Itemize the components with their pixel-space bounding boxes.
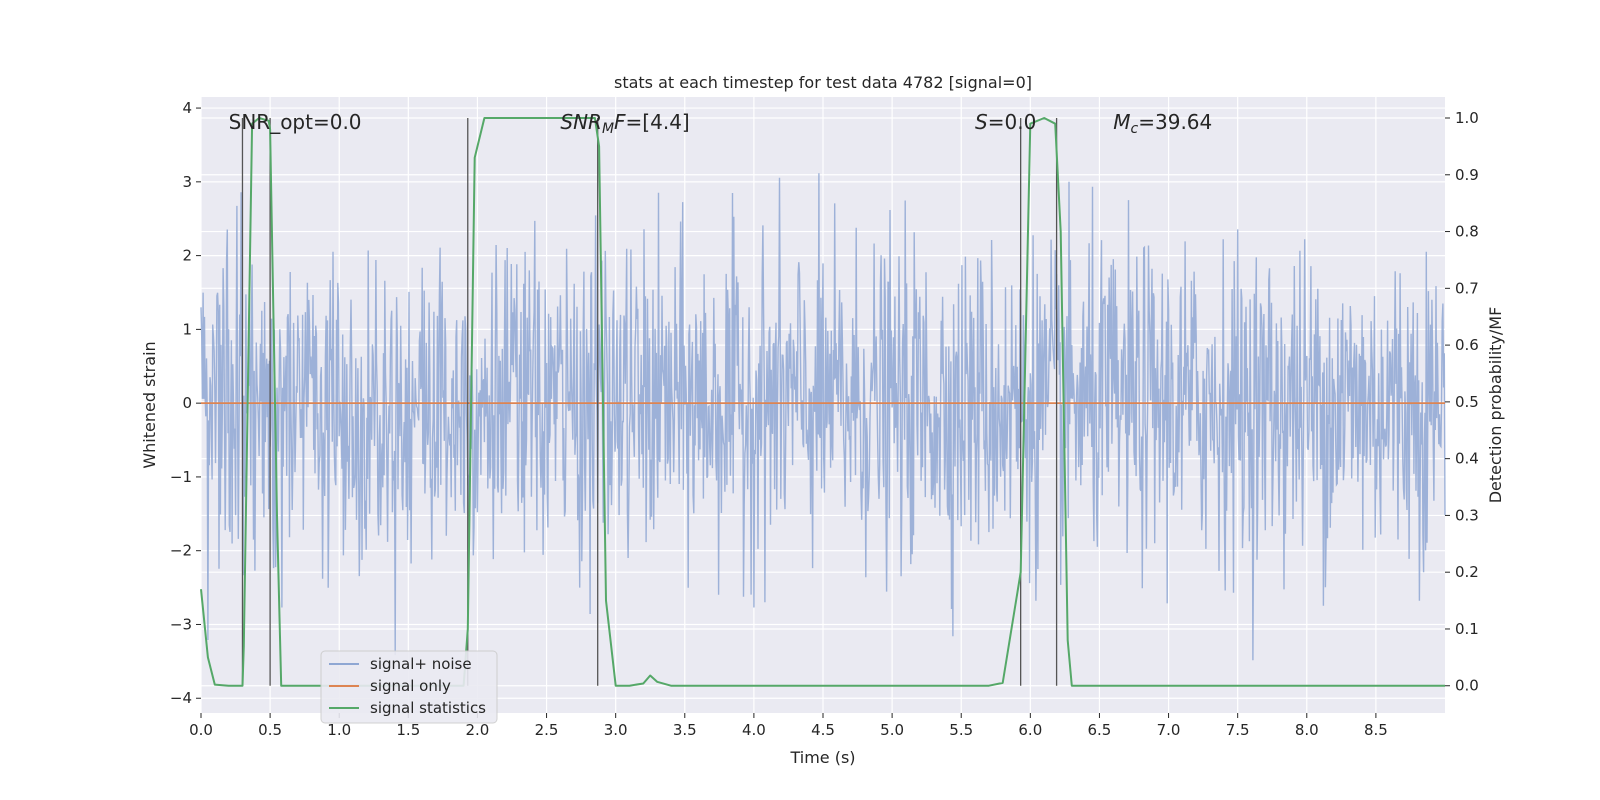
y-tick-label: 0 [182, 394, 192, 412]
signal-noise-line [200, 173, 1446, 661]
legend-label-signal-noise: signal+ noise [370, 655, 472, 673]
y2-tick-label: 0.0 [1455, 677, 1479, 695]
x-tick-label: 5.0 [880, 721, 904, 739]
x-tick-label: 6.5 [1088, 721, 1112, 739]
y2-axis-ticks: 1.0 0.9 0.8 0.7 0.6 0.5 0.4 0.3 0.2 0.1 0.0 [1445, 109, 1479, 695]
x-tick-label: 2.5 [535, 721, 559, 739]
y2-tick-label: 0.7 [1455, 279, 1479, 297]
annotation-label: SNRMF=[4.4] [560, 110, 689, 137]
series-signal-noise [200, 173, 1446, 661]
y-tick-label: 3 [182, 173, 192, 191]
x-tick-label: 5.5 [949, 721, 973, 739]
y2-tick-label: 0.4 [1455, 450, 1479, 468]
x-tick-label: 1.5 [396, 721, 420, 739]
x-tick-label: 4.5 [811, 721, 835, 739]
y2-axis-label: Detection probability/MF [1486, 307, 1505, 504]
annotation-label: SNR_opt=0.0 [229, 110, 362, 134]
x-tick-label: 8.0 [1295, 721, 1319, 739]
x-tick-label: 2.0 [466, 721, 490, 739]
y2-tick-label: 0.6 [1455, 336, 1479, 354]
y2-tick-label: 0.8 [1455, 223, 1479, 241]
y-axis-ticks: 4 3 2 1 0 −1 −2 −3 −4 [170, 99, 201, 707]
y-tick-label: 4 [182, 99, 192, 117]
annotation-label: S=0.0 [975, 110, 1036, 134]
y2-tick-label: 0.1 [1455, 620, 1479, 638]
y-axis-label: Whitened strain [140, 341, 159, 468]
x-tick-label: 7.0 [1157, 721, 1181, 739]
x-tick-label: 3.5 [673, 721, 697, 739]
x-tick-label: 4.0 [742, 721, 766, 739]
x-tick-label: 6.0 [1018, 721, 1042, 739]
x-tick-label: 1.0 [327, 721, 351, 739]
y-tick-label: 2 [182, 247, 192, 265]
x-tick-label: 0.5 [258, 721, 282, 739]
x-axis-ticks: 0.0 0.5 1.0 1.5 2.0 2.5 3.0 3.5 4.0 4.5 5.0 5.5 6.0 6… [189, 713, 1388, 739]
legend-label-signal-only: signal only [370, 677, 451, 695]
y2-tick-label: 1.0 [1455, 109, 1479, 127]
y-tick-label: −2 [170, 542, 192, 560]
x-tick-label: 0.0 [189, 721, 213, 739]
y2-tick-label: 0.5 [1455, 393, 1479, 411]
y2-tick-label: 0.9 [1455, 166, 1479, 184]
y2-tick-label: 0.2 [1455, 563, 1479, 581]
annotation-label: Mc=39.64 [1113, 110, 1212, 137]
y-tick-label: −3 [170, 615, 192, 633]
annotations: SNR_opt=0.0 SNRMF=[4.4] S=0.0 Mc=39.64 [229, 110, 1213, 137]
x-tick-label: 7.5 [1226, 721, 1250, 739]
legend-box [320, 650, 498, 724]
signal-statistics-line [200, 117, 1445, 687]
series-signal-statistics [200, 117, 1445, 687]
y-tick-label: −1 [170, 468, 192, 486]
x-tick-label: 8.5 [1364, 721, 1388, 739]
x-tick-label: 3.0 [604, 721, 628, 739]
y-tick-label: −4 [170, 689, 192, 707]
chart-title: stats at each timestep for test data 478… [614, 73, 1032, 92]
y2-tick-label: 0.3 [1455, 506, 1479, 524]
legend: signal+ noise signal only signal statist… [320, 650, 498, 724]
y-tick-label: 1 [182, 320, 192, 338]
legend-label-signal-statistics: signal statistics [370, 699, 486, 717]
x-axis-label: Time (s) [789, 748, 855, 767]
